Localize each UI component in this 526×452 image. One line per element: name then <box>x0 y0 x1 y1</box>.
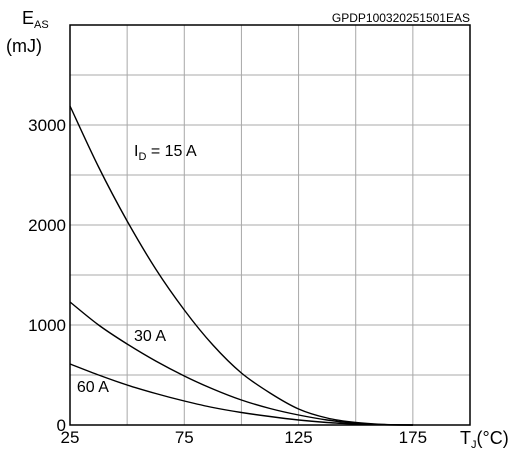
curve-label: 30 A <box>134 328 166 345</box>
tick-labels: 25 75 125 175 0 1000 2000 3000 <box>28 116 427 447</box>
y-axis-label: EAS <box>22 8 49 31</box>
chart-code: GPDP100320251501EAS <box>332 11 470 25</box>
curve-series-2 <box>69 301 413 426</box>
plot-frame <box>69 24 471 426</box>
y-tick-label: 3000 <box>28 116 66 135</box>
curve-series-3 <box>69 363 413 426</box>
x-tick-label: 75 <box>175 428 194 447</box>
x-tick-label: 175 <box>399 428 427 447</box>
y-tick-label: 1000 <box>28 316 66 335</box>
x-axis-label: TJ(°C) <box>460 428 509 451</box>
id-15a-label: ID = 15 A <box>134 143 197 163</box>
y-tick-label: 2000 <box>28 216 66 235</box>
y-axis-unit: (mJ) <box>6 36 42 56</box>
x-tick-label: 25 <box>61 428 80 447</box>
curve-label: 60 A <box>77 379 109 396</box>
curves <box>69 105 413 426</box>
curve-labels: 30 A 60 A <box>77 328 167 396</box>
x-tick-label: 125 <box>284 428 312 447</box>
y-tick-label: 0 <box>57 416 66 435</box>
